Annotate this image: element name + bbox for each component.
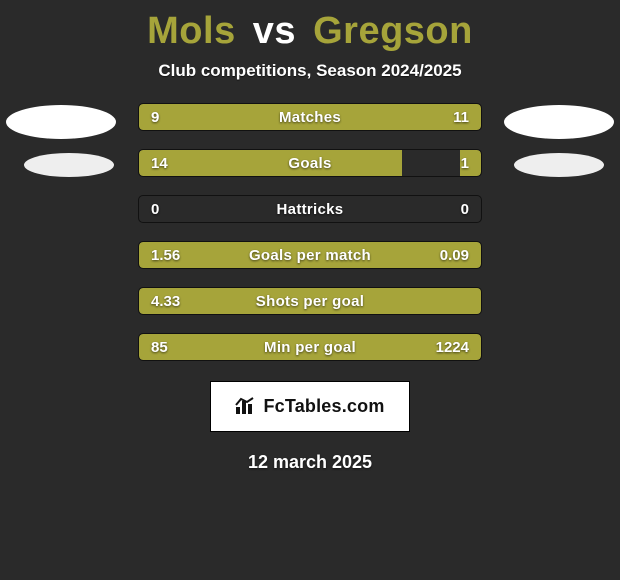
stat-label: Matches (139, 104, 481, 130)
brand-badge[interactable]: FcTables.com (210, 381, 409, 432)
stat-row: Min per goal85 1224 (138, 333, 482, 361)
stat-row: Goals14 1 (138, 149, 482, 177)
avatar-player2-large (504, 105, 614, 139)
stat-row: Shots per goal4.33 (138, 287, 482, 315)
subtitle: Club competitions, Season 2024/2025 (0, 61, 620, 81)
stat-label: Hattricks (139, 196, 481, 222)
stat-value-right: 1 (461, 150, 469, 176)
date-text: 12 march 2025 (0, 452, 620, 473)
stat-row: Goals per match1.56 0.09 (138, 241, 482, 269)
stat-value-right: 11 (453, 104, 469, 130)
avatar-player1-small (24, 153, 114, 177)
stat-value-left: 1.56 (151, 242, 180, 268)
stat-value-left: 85 (151, 334, 168, 360)
brand-badge-wrap: FcTables.com (0, 379, 620, 432)
stat-value-right: 0 (461, 196, 469, 222)
stat-value-right: 1224 (436, 334, 469, 360)
title-vs: vs (253, 10, 296, 52)
stat-bars: Matches9 11 Goals14 1 Hattricks0 0 Goals per m… (138, 103, 482, 361)
stat-label: Goals per match (139, 242, 481, 268)
title-player1: Mols (147, 10, 236, 52)
stat-label: Shots per goal (139, 288, 481, 314)
title-player2: Gregson (313, 10, 473, 52)
stat-value-left: 14 (151, 150, 168, 176)
stat-label: Goals (139, 150, 481, 176)
stat-value-left: 4.33 (151, 288, 180, 314)
stat-row: Matches9 11 (138, 103, 482, 131)
stat-value-left: 0 (151, 196, 159, 222)
stat-value-left: 9 (151, 104, 159, 130)
avatar-player1-large (6, 105, 116, 139)
avatar-player2-small (514, 153, 604, 177)
stat-row: Hattricks0 0 (138, 195, 482, 223)
stat-value-right: 0.09 (440, 242, 469, 268)
brand-text: FcTables.com (263, 396, 384, 416)
comparison-area: Matches9 11 Goals14 1 Hattricks0 0 Goals per m… (0, 103, 620, 473)
stat-label: Min per goal (139, 334, 481, 360)
page-title: Mols vs Gregson (0, 10, 620, 53)
root: Mols vs Gregson Club competitions, Seaso… (0, 0, 620, 580)
brand-chart-icon (235, 397, 257, 415)
